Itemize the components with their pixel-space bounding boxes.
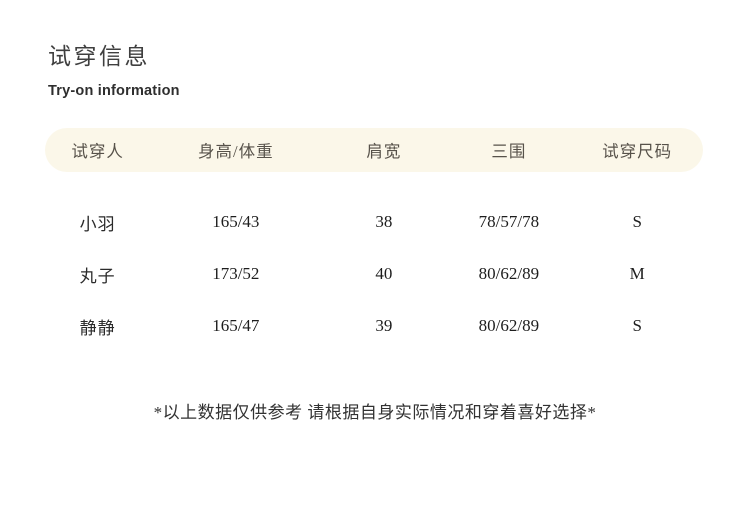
cell-shoulder-width: 39 <box>375 316 393 335</box>
table-row: 丸子 173/52 40 80/62/89 M <box>45 248 703 300</box>
table-row: 静静 165/47 39 80/62/89 S <box>45 300 703 352</box>
cell-height-weight: 165/43 <box>212 212 260 231</box>
column-header-measurements: 三围 <box>491 142 527 161</box>
cell-shoulder-width: 40 <box>375 264 393 283</box>
cell-shoulder-width: 38 <box>375 212 393 231</box>
cell-measurements: 80/62/89 <box>478 264 540 283</box>
cell-tryon-size: S <box>632 316 642 335</box>
cell-tryon-size: M <box>629 264 645 283</box>
column-header-shoulder-width: 肩宽 <box>366 142 402 161</box>
cell-person-name: 小羽 <box>79 214 116 234</box>
page-subtitle: Try-on information <box>48 83 180 99</box>
cell-person-name: 静静 <box>79 318 116 338</box>
table-row: 小羽 165/43 38 78/57/78 S <box>45 196 703 248</box>
column-header-tryon-person: 试穿人 <box>71 142 124 161</box>
table-body: 小羽 165/43 38 78/57/78 S 丸子 173/52 40 80/… <box>45 196 703 352</box>
cell-measurements: 80/62/89 <box>478 316 540 335</box>
cell-height-weight: 173/52 <box>212 264 260 283</box>
cell-person-name: 丸子 <box>79 266 116 286</box>
column-header-height-weight: 身高/体重 <box>198 142 274 161</box>
cell-height-weight: 165/47 <box>212 316 260 335</box>
table-header-row: 试穿人 身高/体重 肩宽 三围 试穿尺码 <box>45 128 703 172</box>
page-title: 试穿信息 <box>48 44 150 69</box>
cell-tryon-size: S <box>632 212 642 231</box>
cell-measurements: 78/57/78 <box>478 212 540 231</box>
disclaimer-note: *以上数据仅供参考 请根据自身实际情况和穿着喜好选择* <box>153 403 597 422</box>
column-header-tryon-size: 试穿尺码 <box>602 142 673 161</box>
